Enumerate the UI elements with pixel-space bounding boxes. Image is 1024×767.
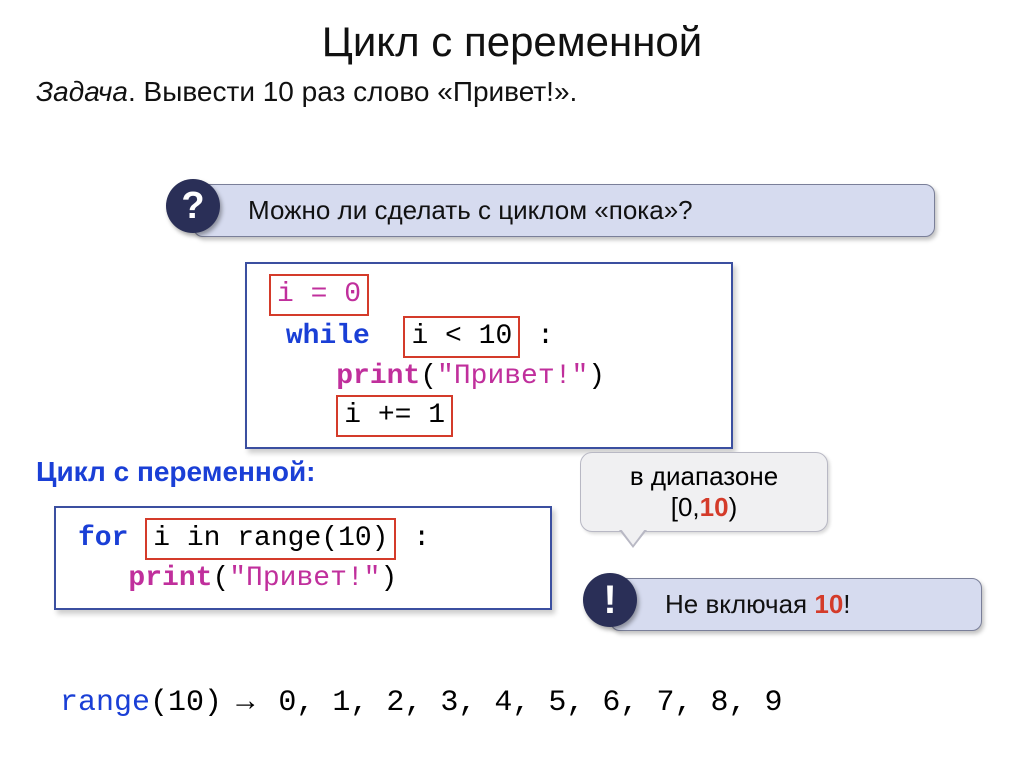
while-keyword: while (286, 321, 370, 352)
print-rparen: ) (588, 361, 605, 392)
for-print-string: "Привет!" (229, 563, 380, 594)
print-lparen: ( (420, 361, 437, 392)
while-code-block: i = 0 while i < 10 : print("Привет!") i … (245, 262, 733, 449)
while-increment-fragment: i += 1 (336, 395, 453, 437)
task-line: Задача. Вывести 10 раз слово «Привет!». (36, 76, 1024, 108)
task-label: Задача (36, 76, 128, 107)
range-output-line: range(10) → 0, 1, 2, 3, 4, 5, 6, 7, 8, 9 (60, 684, 782, 720)
exclaim-callout: ! Не включая 10! (610, 578, 982, 631)
for-print-fn: print (128, 563, 212, 594)
question-callout-text: Можно ли сделать с циклом «пока»? (248, 195, 693, 225)
exclaim-badge-icon: ! (583, 573, 637, 627)
while-condition-fragment: i < 10 (403, 316, 520, 358)
for-subheading: Цикл с переменной: (36, 456, 315, 488)
slide-title: Цикл с переменной (0, 18, 1024, 66)
bubble-line2-num: 10 (700, 492, 729, 522)
bubble-line2-post: ) (729, 492, 738, 522)
for-keyword: for (78, 523, 128, 554)
for-range-fragment: i in range(10) (145, 518, 396, 560)
for-code-block: for i in range(10) : print("Привет!") (54, 506, 552, 610)
for-print-lparen: ( (212, 563, 229, 594)
exclaim-text-pre: Не включая (665, 589, 814, 619)
bubble-line1: в диапазоне (599, 461, 809, 492)
task-text: . Вывести 10 раз слово «Привет!». (128, 76, 577, 107)
while-colon: : (537, 321, 554, 352)
bubble-line2-pre: [0, (671, 492, 700, 522)
print-string: "Привет!" (437, 361, 588, 392)
range-seq: 0, 1, 2, 3, 4, 5, 6, 7, 8, 9 (260, 686, 782, 720)
exclaim-text-num: 10 (814, 589, 843, 619)
question-callout: ? Можно ли сделать с циклом «пока»? (193, 184, 935, 237)
range-arg: (10) (150, 686, 222, 720)
question-badge-icon: ? (166, 179, 220, 233)
exclaim-text-post: ! (843, 589, 850, 619)
range-bubble: в диапазоне [0,10) (580, 452, 828, 532)
range-fn: range (60, 686, 150, 720)
for-colon: : (413, 523, 430, 554)
for-print-rparen: ) (380, 563, 397, 594)
print-fn: print (336, 361, 420, 392)
while-init-fragment: i = 0 (269, 274, 369, 316)
arrow-icon: → (222, 684, 260, 717)
